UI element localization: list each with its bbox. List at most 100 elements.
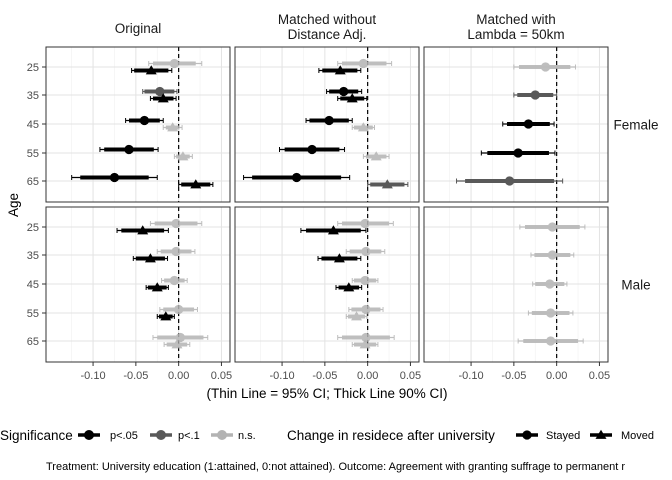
estimate-55-stayed: [527, 308, 574, 318]
point-estimate: [139, 115, 150, 126]
y-tick-label: 25: [27, 222, 39, 234]
point-estimate: [160, 311, 172, 321]
panel-border: [423, 46, 609, 203]
estimate-35-moved: [317, 253, 362, 263]
point-estimate: [155, 86, 165, 97]
point-estimate: [513, 148, 523, 158]
point-estimate: [545, 336, 556, 346]
point-estimate: [327, 225, 339, 235]
point-estimate: [307, 144, 317, 155]
point-estimate: [547, 250, 558, 260]
point-estimate: [530, 90, 540, 100]
estimate-55-stayed: [348, 304, 384, 315]
point-estimate: [109, 172, 120, 183]
legend-key-p05: [78, 430, 100, 440]
estimate-65-stayed: [152, 332, 209, 343]
estimate-25-stayed: [337, 58, 393, 69]
estimate-45-stayed: [502, 119, 555, 129]
point-estimate: [171, 218, 181, 229]
x-tick-label: -0.05: [501, 370, 526, 382]
legend-significance-title: Significance: [0, 428, 73, 443]
legend-label: Moved: [621, 430, 654, 442]
estimate-65-moved: [367, 179, 409, 189]
point-estimate: [381, 179, 393, 189]
point-estimate: [124, 144, 134, 155]
estimate-25-stayed: [513, 62, 576, 72]
estimate-65-stayed: [243, 172, 351, 183]
estimate-65-moved: [178, 179, 214, 189]
panel-marks-0-1: [243, 58, 409, 189]
x-tick-label: -0.10: [81, 370, 106, 382]
facet-row-label: Female: [613, 118, 658, 133]
estimate-65-stayed: [337, 332, 395, 343]
panel-border: [423, 206, 609, 363]
estimate-25-moved: [318, 65, 362, 75]
estimate-45-moved: [162, 122, 183, 132]
point-estimate: [151, 282, 163, 292]
estimate-65-moved: [351, 339, 379, 349]
estimate-25-stayed: [519, 222, 586, 232]
legend-residence-title: Change in residece after university: [287, 428, 495, 443]
point-estimate: [545, 308, 556, 318]
point-estimate: [523, 119, 534, 129]
estimate-25-stayed: [148, 58, 203, 69]
legend-point: [84, 430, 94, 440]
estimate-35-stayed: [345, 246, 386, 257]
estimate-55-moved: [156, 311, 175, 321]
estimate-45-moved: [335, 282, 363, 292]
y-tick-label: 35: [27, 250, 39, 262]
estimate-65-stayed: [71, 172, 158, 183]
y-tick-label: 35: [27, 90, 39, 102]
estimate-45-stayed: [125, 115, 164, 126]
axes-layer: 25 35 45 55 65 25 35 45 55 65 -0.10 -0.05 0.00 0.05 -0…: [6, 62, 610, 401]
point-estimate: [361, 246, 371, 257]
y-tick-label: 55: [27, 308, 39, 320]
x-tick-label: -0.05: [123, 370, 148, 382]
point-estimate: [358, 58, 369, 69]
facet-column-label: Lambda = 50km: [467, 27, 564, 42]
estimate-55-stayed: [279, 144, 346, 155]
estimate-55-moved: [362, 151, 390, 161]
panel-border: [234, 46, 420, 203]
x-tick-label: 0.05: [211, 370, 232, 382]
legend-key-stayed: [516, 430, 538, 440]
point-estimate: [343, 282, 355, 292]
legend-key-moved: [590, 429, 612, 439]
estimate-35-stayed: [513, 90, 558, 100]
panel-border: [234, 206, 420, 363]
x-tick-label: 0.05: [400, 370, 421, 382]
point-estimate: [359, 339, 371, 349]
estimate-45-stayed: [532, 279, 568, 289]
panels-layer: [45, 46, 609, 363]
y-tick-label: 45: [27, 279, 39, 291]
estimate-55-stayed: [99, 144, 159, 155]
point-estimate: [190, 179, 202, 189]
y-tick-label: 45: [27, 119, 39, 131]
estimate-35-stayed: [156, 246, 196, 257]
y-tick-label: 65: [27, 336, 39, 348]
point-estimate: [357, 122, 369, 132]
x-axis-title: (Thin Line = 95% CI; Thick Line 90% CI): [207, 386, 448, 401]
point-estimate: [339, 86, 349, 97]
estimate-65-stayed: [517, 336, 584, 346]
x-tick-label: -0.10: [459, 370, 484, 382]
estimate-35-stayed: [326, 86, 363, 97]
point-estimate: [545, 279, 555, 289]
y-tick-label: 25: [27, 62, 39, 74]
point-estimate: [171, 339, 183, 349]
chart-caption: Treatment: University education (1:attai…: [46, 461, 625, 473]
estimate-55-stayed: [159, 304, 198, 315]
facet-row-label: Male: [621, 278, 650, 293]
point-estimate: [361, 304, 371, 315]
panel-marks-0-0: [71, 58, 214, 189]
point-estimate: [169, 58, 180, 69]
legend-label: p<.1: [178, 430, 200, 442]
point-estimate: [173, 304, 184, 315]
point-estimate: [361, 332, 371, 343]
point-estimate: [351, 311, 363, 321]
legend-label: n.s.: [238, 430, 256, 442]
x-tick-label: 0.00: [168, 370, 189, 382]
x-tick-label: 0.00: [546, 370, 567, 382]
